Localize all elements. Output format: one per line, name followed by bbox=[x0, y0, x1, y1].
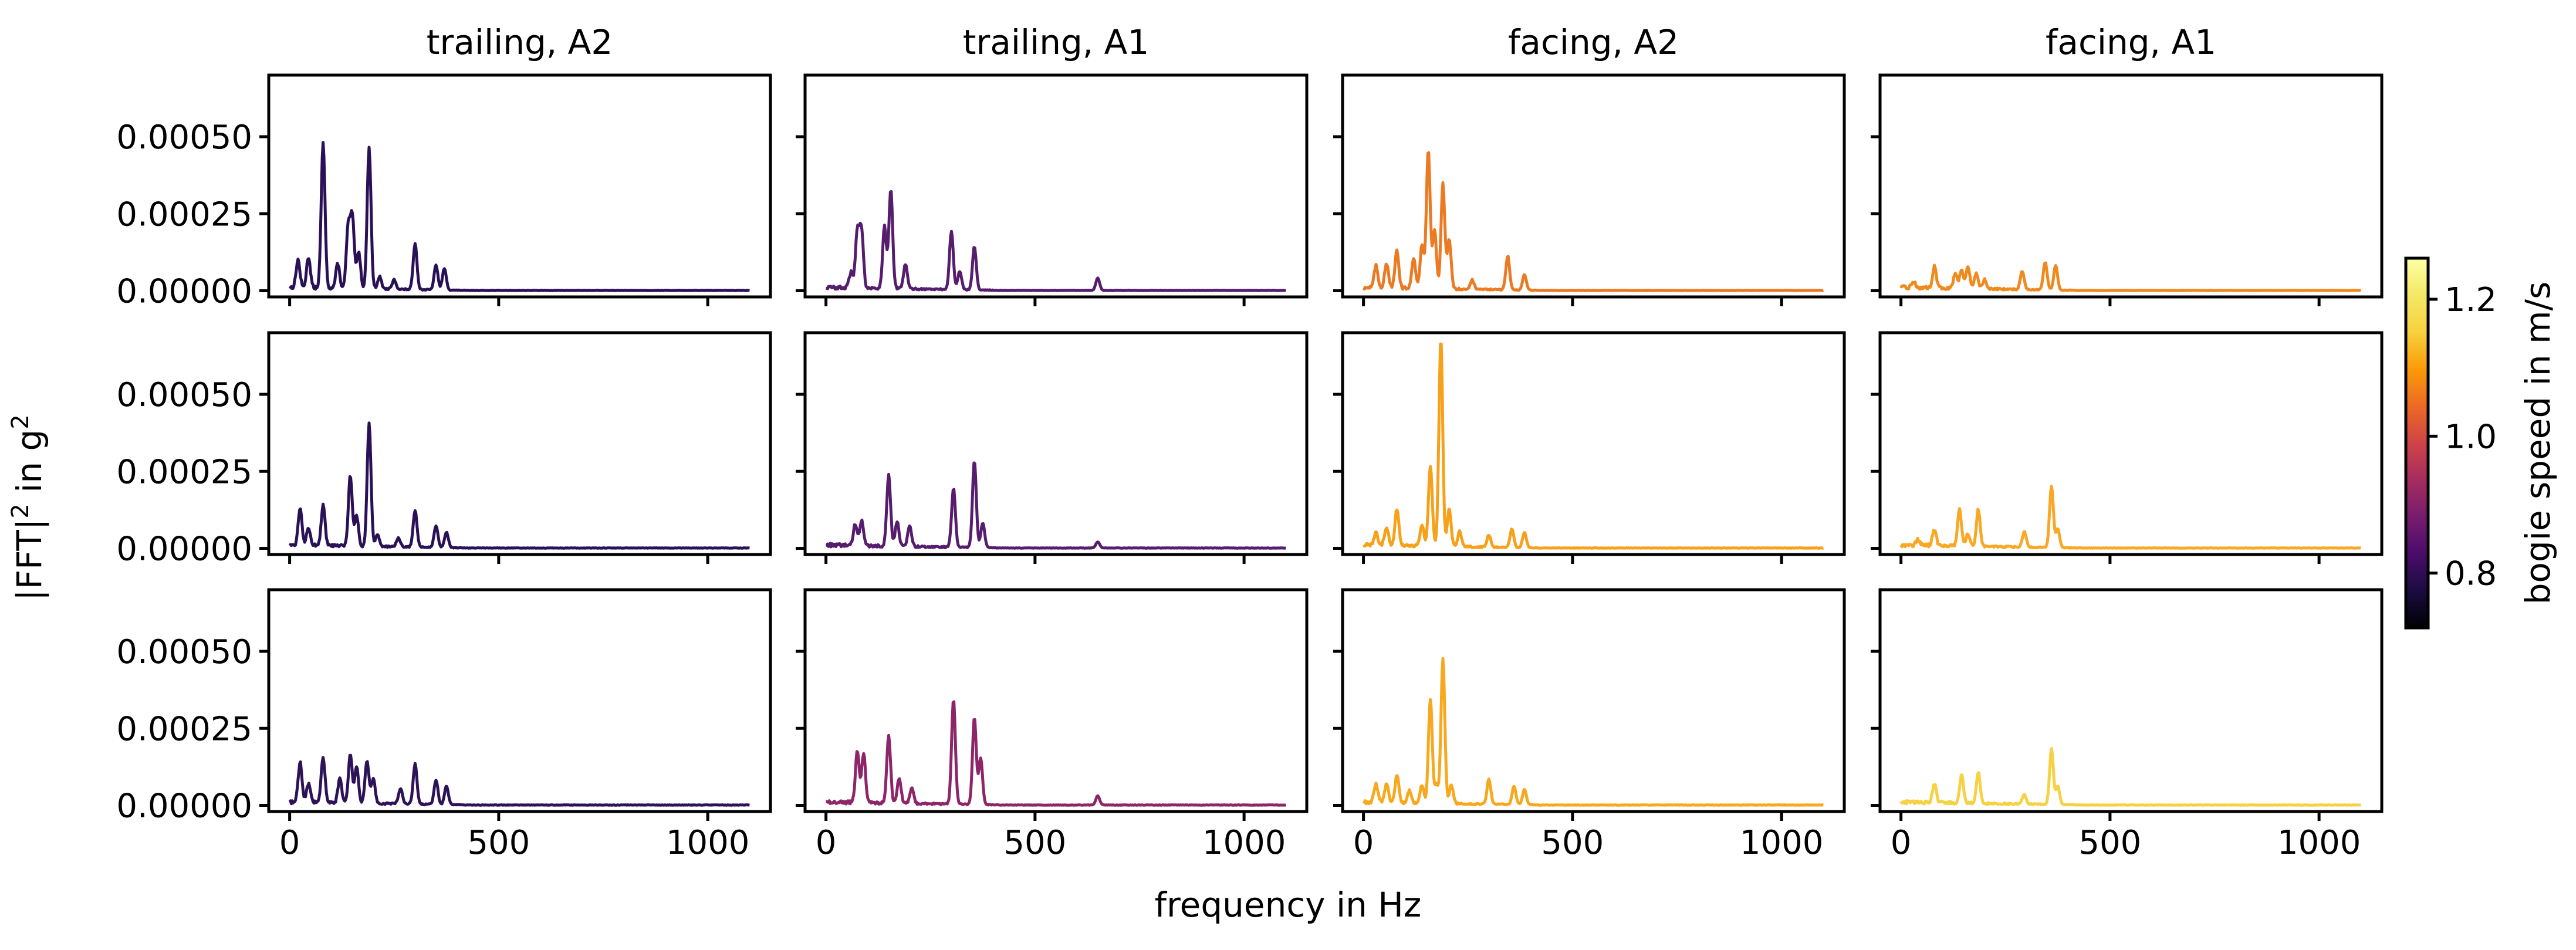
panel bbox=[1333, 73, 1846, 306]
colorbar-tick-label: 1.2 bbox=[2445, 281, 2497, 319]
x-tick-label: 1000 bbox=[1740, 824, 1824, 862]
y-tick-label: 0.00050 bbox=[116, 119, 252, 157]
panel-grid: 0.000000.000250.000500.000000.000250.000… bbox=[116, 73, 2384, 862]
x-tick-label: 500 bbox=[2078, 824, 2141, 862]
y-axis-label: |FFT|2 in g2 bbox=[7, 414, 49, 601]
colorbar: 0.8 1.0 1.2 bogie speed in m/s bbox=[2404, 256, 2558, 630]
spectrum-line bbox=[288, 421, 751, 550]
y-tick-label: 0.00025 bbox=[116, 195, 252, 234]
y-axis-label-mid: in g bbox=[9, 430, 49, 504]
panel: 0 500 1000 bbox=[1871, 588, 2384, 862]
spectrum-line bbox=[825, 700, 1287, 807]
y-axis-label-sup1: 2 bbox=[7, 503, 34, 518]
panel: 0 500 1000 bbox=[796, 588, 1309, 862]
x-tick-label: 0 bbox=[279, 824, 300, 862]
colorbar-tick-label: 1.0 bbox=[2445, 418, 2497, 456]
panel-frame bbox=[1878, 73, 2384, 299]
x-tick-label: 0 bbox=[1891, 824, 1912, 862]
panel-frame bbox=[267, 331, 772, 556]
column-title: trailing, A2 bbox=[427, 22, 613, 62]
panel-frame bbox=[1878, 588, 2384, 813]
x-axis-label: frequency in Hz bbox=[1155, 885, 1422, 925]
colorbar-label: bogie speed in m/s bbox=[2518, 282, 2558, 605]
column-title: trailing, A1 bbox=[963, 22, 1150, 62]
y-tick-label: 0.00000 bbox=[116, 787, 252, 826]
spectrum-line bbox=[825, 190, 1287, 292]
y-axis-label-main: |FFT| bbox=[9, 519, 49, 601]
spectrum-line bbox=[288, 753, 751, 807]
y-tick-label: 0.00050 bbox=[116, 633, 252, 671]
y-axis-label-sup2: 2 bbox=[7, 414, 34, 429]
spectrum-line bbox=[288, 141, 751, 292]
panel: 0.00000 0.00025 0.00050 bbox=[116, 73, 772, 311]
x-tick-label: 500 bbox=[1003, 824, 1066, 862]
column-title: facing, A1 bbox=[2046, 22, 2216, 62]
colorbar-ticks: 0.8 1.0 1.2 bbox=[2428, 281, 2497, 593]
panel bbox=[1871, 331, 2384, 564]
spectrum-line bbox=[825, 461, 1287, 550]
column-titles: trailing, A2 trailing, A1 facing, A2 facing… bbox=[427, 22, 2216, 62]
colorbar-frame bbox=[2404, 256, 2430, 630]
panel-frame bbox=[267, 73, 772, 299]
panel bbox=[796, 331, 1309, 564]
panel-frame bbox=[1341, 588, 1846, 813]
panel-frame bbox=[1878, 331, 2384, 556]
x-tick-label: 1000 bbox=[666, 824, 750, 862]
x-tick-label: 1000 bbox=[1202, 824, 1286, 862]
spectrum-line bbox=[1899, 747, 2362, 807]
spectrum-line bbox=[1899, 485, 2362, 550]
y-tick-label: 0.00050 bbox=[116, 376, 252, 414]
panel: 0 500 1000 bbox=[1333, 588, 1846, 862]
spectrum-line bbox=[1899, 261, 2362, 292]
x-tick-label: 1000 bbox=[2277, 824, 2361, 862]
panel-frame bbox=[1341, 73, 1846, 299]
panel-frame bbox=[803, 73, 1309, 299]
x-tick-label: 500 bbox=[1541, 824, 1604, 862]
y-tick-label: 0.00000 bbox=[116, 273, 252, 311]
spectrum-line bbox=[1362, 342, 1824, 550]
panel-frame bbox=[803, 331, 1309, 556]
column-title: facing, A2 bbox=[1508, 22, 1679, 62]
y-tick-label: 0.00025 bbox=[116, 453, 252, 491]
x-tick-label: 0 bbox=[1353, 824, 1374, 862]
panel-frame bbox=[803, 588, 1309, 813]
colorbar-gradient bbox=[2406, 258, 2428, 628]
panel-frame bbox=[1341, 331, 1846, 556]
colorbar-tick-label: 0.8 bbox=[2445, 555, 2497, 593]
spectrum-line bbox=[1362, 151, 1824, 292]
spectrum-line bbox=[1363, 657, 1824, 807]
panel: 0 500 1000 0.00000 0.00025 0.00050 bbox=[116, 588, 772, 862]
x-tick-label: 500 bbox=[467, 824, 530, 862]
panel: 0.00000 0.00025 0.00050 bbox=[116, 331, 772, 569]
panel-frame bbox=[267, 588, 772, 813]
y-tick-label: 0.00000 bbox=[116, 530, 252, 569]
panel bbox=[1333, 331, 1846, 564]
panel bbox=[1871, 73, 2384, 306]
x-tick-label: 0 bbox=[816, 824, 837, 862]
y-tick-label: 0.00025 bbox=[116, 710, 252, 748]
panel bbox=[796, 73, 1309, 306]
